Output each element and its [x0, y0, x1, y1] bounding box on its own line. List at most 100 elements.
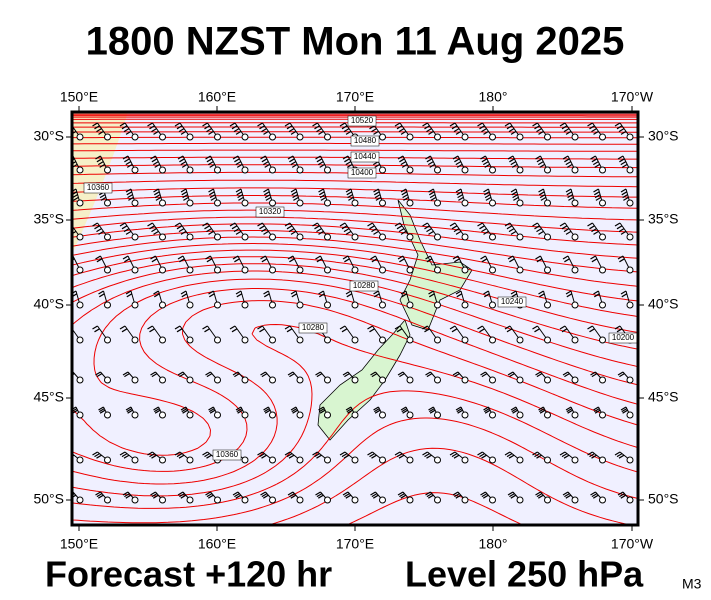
barb-station: [159, 301, 166, 309]
barb-station: [516, 496, 524, 504]
barb-feather: [455, 494, 462, 499]
contour-label-box: [350, 151, 380, 163]
contour-line: [72, 278, 638, 456]
contour-label-box: [255, 206, 285, 218]
barb-feather: [481, 493, 488, 498]
lon-label-top: 160°E: [198, 89, 236, 105]
barb-feather: [206, 158, 213, 163]
barb-feather: [317, 161, 324, 166]
barb-feather: [399, 258, 405, 263]
barb-feather: [370, 371, 376, 376]
barb-station: [544, 199, 551, 207]
barb-feather: [257, 122, 263, 127]
barb-feather: [532, 451, 538, 456]
barb-feather: [373, 230, 379, 235]
barb-feather: [206, 454, 212, 459]
barb-station: [626, 376, 634, 384]
barb-station: [324, 456, 331, 464]
barb-station: [296, 166, 304, 174]
barb-feather: [204, 225, 210, 230]
barb-feather: [178, 454, 185, 459]
barb-feather: [178, 128, 185, 133]
barb-feather: [318, 406, 324, 411]
contour-label-box: [298, 322, 328, 334]
barb-feather: [312, 122, 318, 127]
barb-feather: [538, 230, 544, 235]
barb-feather: [344, 158, 350, 163]
barb-feather: [316, 128, 322, 133]
barb-feather: [535, 255, 541, 260]
barb-feather: [179, 258, 185, 263]
barb-feather: [614, 122, 621, 127]
barb-feather: [151, 373, 158, 378]
barb-feather: [429, 163, 436, 168]
barb-feather: [149, 225, 155, 230]
barb-feather: [394, 222, 401, 227]
barb-station: [351, 496, 359, 504]
barb-feather: [174, 325, 181, 330]
barb-feather: [620, 406, 627, 411]
barb-feather: [456, 408, 463, 413]
barb-feather: [261, 158, 268, 163]
barb-feather: [593, 293, 600, 298]
barb-feather: [209, 194, 216, 199]
barb-station: [516, 133, 524, 141]
barb-feather: [153, 191, 160, 196]
barb-feather: [540, 196, 547, 201]
barb-station: [599, 496, 606, 504]
barb-feather: [622, 409, 628, 414]
barb-feather: [316, 158, 323, 163]
barb-feather: [261, 454, 267, 459]
barb-feather: [483, 293, 490, 298]
contour-line: [72, 324, 638, 497]
barb-feather: [565, 290, 572, 295]
barb-feather: [229, 222, 236, 227]
barb-station: [351, 411, 359, 419]
barb-feather: [263, 293, 270, 298]
barb-feather: [399, 493, 405, 498]
barb-station: [599, 266, 606, 274]
barb-feather: [422, 222, 428, 227]
barb-feather: [174, 451, 181, 456]
barb-feather: [566, 191, 573, 196]
barb-feather: [95, 491, 101, 496]
forecast-label: Forecast +120 hr: [45, 554, 332, 595]
barb-station: [461, 133, 469, 141]
barb-station: [296, 133, 304, 141]
barb-station: [269, 496, 276, 504]
barb-feather: [124, 493, 130, 498]
contour-line: [266, 447, 634, 525]
barb-station: [241, 301, 249, 309]
barb-feather: [235, 406, 242, 411]
barb-feather: [589, 453, 595, 458]
barb-station: [296, 199, 304, 207]
contour-line: [72, 223, 638, 259]
barb-feather: [561, 453, 568, 458]
barb-feather: [565, 230, 572, 235]
barb-feather: [565, 406, 572, 411]
barb-feather: [95, 371, 101, 376]
barb-station: [626, 301, 634, 309]
barb-feather: [481, 454, 487, 459]
barb-station: [599, 199, 606, 207]
barb-station: [516, 376, 524, 384]
barb-feather: [154, 163, 161, 168]
barb-feather: [317, 494, 324, 499]
barb-station: [434, 411, 441, 419]
barb-feather: [562, 371, 569, 376]
barb-station: [241, 166, 249, 174]
barb-feather: [449, 222, 456, 227]
barb-feather: [341, 453, 348, 458]
barb-station: [159, 411, 166, 419]
barb-feather: [587, 325, 593, 330]
barb-feather: [587, 222, 593, 227]
barb-feather: [430, 196, 437, 201]
barb-station: [104, 456, 111, 464]
lon-label-bottom: 170°E: [336, 536, 374, 552]
barb-feather: [559, 325, 566, 330]
barb-feather: [507, 491, 514, 496]
barb-station: [214, 336, 221, 344]
barb-feather: [150, 255, 156, 260]
barb-station: [489, 456, 496, 464]
barb-feather: [620, 494, 627, 499]
